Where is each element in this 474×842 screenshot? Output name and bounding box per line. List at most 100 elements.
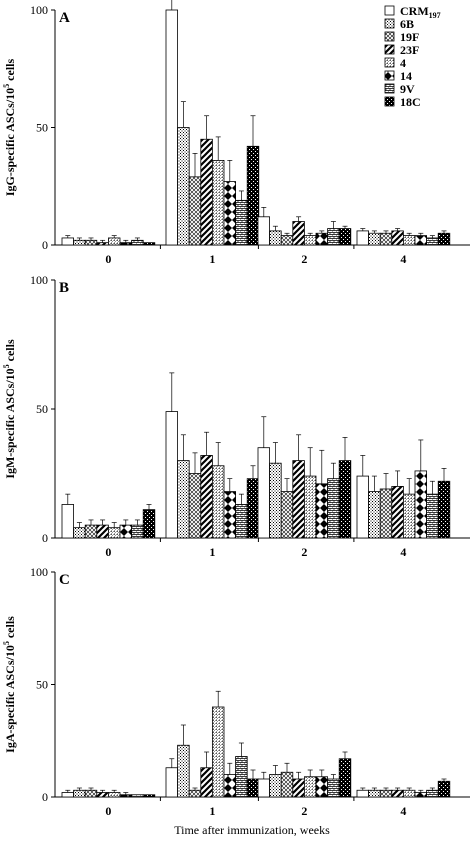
x-tick-label: 1 (209, 804, 215, 818)
bar (73, 239, 86, 246)
bar (315, 232, 329, 246)
legend-label: 14 (400, 69, 412, 83)
bar (223, 181, 237, 246)
bar (84, 524, 98, 539)
legend-swatch (384, 70, 395, 81)
bar (292, 221, 305, 246)
x-axis-label: Time after immunization, weeks (174, 823, 330, 837)
y-tick-label: 100 (30, 565, 48, 579)
bar (426, 493, 439, 539)
x-tick-label: 0 (105, 804, 111, 818)
y-tick-label: 50 (36, 121, 48, 135)
panel-letter: C (59, 572, 70, 588)
legend-label: CRM197 (400, 4, 441, 20)
bar (327, 478, 340, 539)
legend-label: 4 (400, 56, 406, 70)
bar (84, 239, 98, 246)
y-tick-label: 0 (42, 238, 48, 252)
bar (235, 199, 248, 246)
legend-label: 18C (400, 95, 421, 109)
bar (131, 794, 144, 798)
y-tick-label: 100 (30, 273, 48, 287)
bar (223, 774, 237, 798)
bar (356, 230, 370, 246)
bar (315, 483, 329, 539)
panel-c: 0 50 100 C IgA-specific ASCs/105 cells 0 1 2 4 (2, 565, 470, 818)
bar (269, 230, 282, 246)
x-tick-label: 0 (105, 545, 111, 559)
bar (188, 473, 202, 539)
bar (327, 778, 340, 798)
legend-swatch (384, 31, 395, 42)
bar (303, 475, 317, 539)
bar (292, 778, 305, 798)
bar (73, 789, 86, 798)
bar (61, 504, 75, 539)
bar (391, 230, 404, 246)
bar (414, 792, 428, 798)
bar (280, 491, 294, 539)
bar (338, 460, 352, 539)
y-tick-label: 50 (36, 678, 48, 692)
bar (356, 475, 370, 539)
bar (280, 235, 294, 246)
bar (165, 767, 179, 798)
x-tick-label: 2 (301, 252, 307, 266)
bar (200, 138, 213, 246)
bar (379, 232, 393, 246)
bar (235, 756, 248, 798)
bar (303, 235, 317, 246)
bar (108, 527, 121, 539)
y-axis-label: IgG-specific ASCs/105 cells (2, 59, 17, 197)
bar (368, 789, 381, 798)
bar (200, 767, 213, 798)
bar (165, 411, 179, 539)
bar (142, 509, 156, 539)
legend-swatch (384, 5, 395, 16)
legend-swatch (384, 83, 395, 94)
bar (200, 455, 213, 539)
legend-label: 6B (400, 17, 414, 31)
bar (391, 485, 404, 539)
panel-letter: A (59, 10, 70, 26)
bar (414, 470, 428, 539)
bar (280, 771, 294, 798)
bar (108, 237, 121, 246)
bar (119, 524, 133, 539)
legend-label: 19F (400, 30, 419, 44)
panel-letter: B (59, 280, 69, 296)
bar (315, 776, 329, 798)
bar (327, 228, 340, 246)
bar (223, 491, 237, 539)
bar (142, 794, 156, 798)
bar (246, 145, 260, 246)
x-tick-label: 1 (209, 545, 215, 559)
legend-swatch (384, 44, 395, 55)
bar (269, 462, 282, 539)
bar (142, 242, 156, 246)
bar (246, 778, 260, 798)
bar (211, 706, 225, 798)
x-tick-label: 2 (301, 804, 307, 818)
bar (119, 794, 133, 798)
bar (131, 239, 144, 246)
x-tick-label: 0 (105, 252, 111, 266)
y-tick-label: 50 (36, 402, 48, 416)
bar (292, 460, 305, 539)
bar (269, 774, 282, 798)
bar (368, 491, 381, 539)
bar (246, 478, 260, 539)
bar (84, 789, 98, 798)
legend-swatch (384, 96, 395, 107)
legend-swatch (384, 18, 395, 29)
bar (379, 488, 393, 539)
bar (211, 159, 225, 246)
x-tick-label: 4 (400, 545, 406, 559)
y-tick-label: 0 (42, 790, 48, 804)
y-tick-label: 100 (30, 3, 48, 17)
bar (188, 176, 202, 246)
bar (177, 460, 190, 539)
bar (402, 235, 416, 246)
x-tick-label: 1 (209, 252, 215, 266)
